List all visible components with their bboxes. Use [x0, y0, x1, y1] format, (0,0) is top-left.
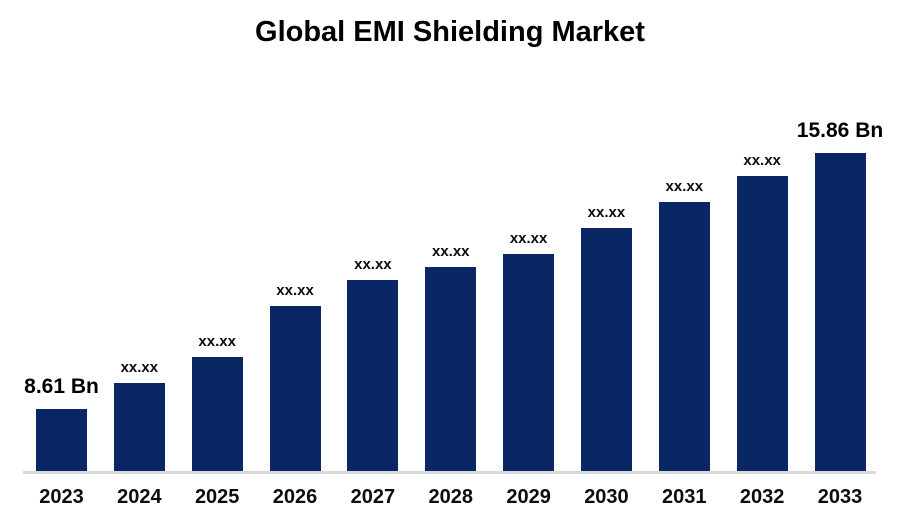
x-axis-label-2024: 2024: [117, 486, 162, 508]
x-axis-label-2028: 2028: [428, 486, 474, 508]
bar-value-label-2025: xx.xx: [198, 333, 236, 350]
bar-value-label-2024: xx.xx: [120, 359, 159, 376]
x-axis-label-2025: 2025: [194, 486, 240, 508]
bar-value-label-2032: xx.xx: [743, 152, 781, 169]
bar-2031: [658, 202, 710, 471]
x-axis-line: [23, 471, 876, 474]
x-axis-label-2029: 2029: [506, 486, 551, 508]
bar-2025: [191, 357, 243, 471]
bar-value-label-2033: 15.86 Bn: [796, 119, 884, 142]
bar-value-label-2028: xx.xx: [431, 243, 470, 260]
bar-value-label-2031: xx.xx: [665, 178, 704, 195]
bar-value-label-2023: 8.61 Bn: [24, 375, 99, 398]
bar-value-label-2029: xx.xx: [509, 230, 548, 247]
bar-2030: [580, 228, 632, 471]
bar-value-label-2030: xx.xx: [587, 204, 626, 221]
x-axis-label-2026: 2026: [272, 486, 318, 508]
bar-2024: [113, 383, 165, 471]
bar-2032: [736, 176, 788, 471]
bar-2033: [814, 153, 866, 471]
bar-2023: [36, 409, 87, 471]
chart-title: Global EMI Shielding Market: [255, 16, 645, 48]
bar-2026: [269, 306, 321, 471]
x-axis-label-2032: 2032: [739, 486, 785, 508]
bar-2029: [503, 254, 555, 471]
x-axis-label-2031: 2031: [662, 486, 707, 508]
x-axis-label-2027: 2027: [350, 486, 396, 508]
bar-value-label-2026: xx.xx: [276, 282, 314, 299]
bar-2028: [425, 267, 477, 471]
bar-value-label-2027: xx.xx: [354, 256, 392, 273]
x-axis-label-2033: 2033: [817, 486, 863, 508]
bar-2027: [347, 280, 399, 471]
x-axis-label-2030: 2030: [584, 486, 629, 508]
x-axis-label-2023: 2023: [39, 486, 84, 508]
